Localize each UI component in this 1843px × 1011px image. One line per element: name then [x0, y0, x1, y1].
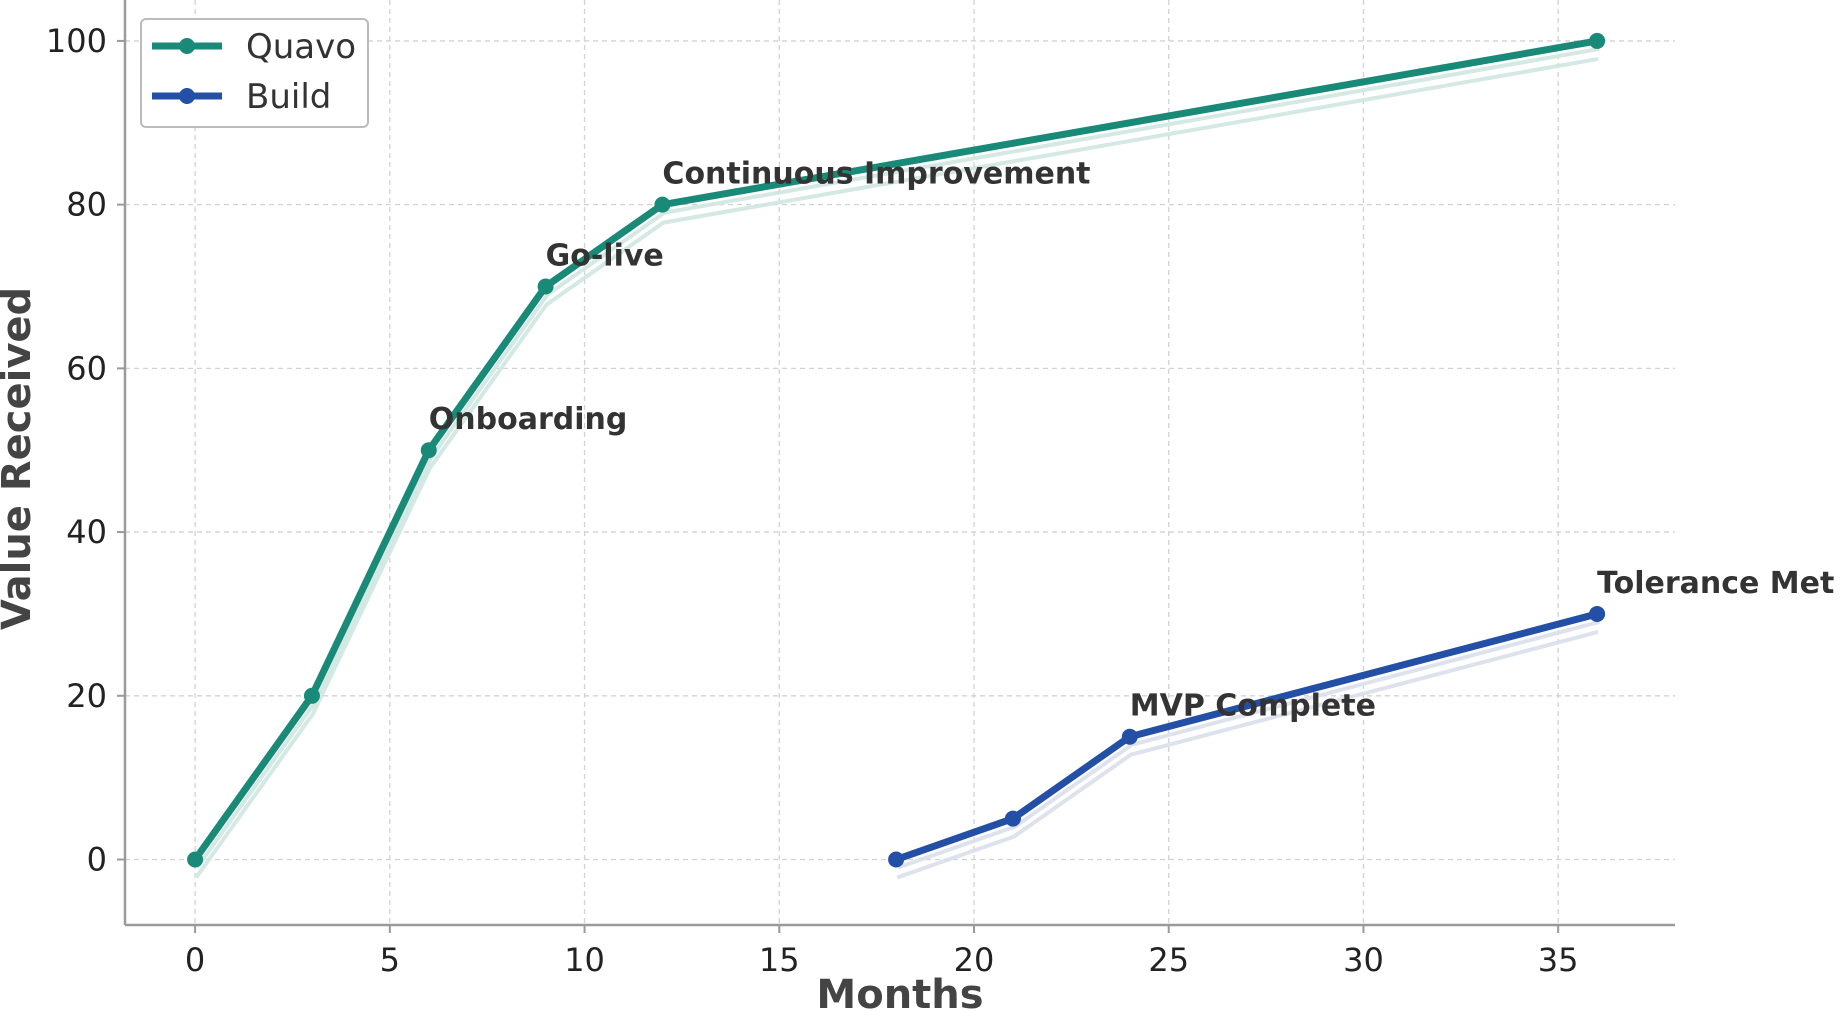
quavo-legend-label: Quavo — [246, 27, 356, 67]
quavo-data-point — [303, 687, 320, 704]
build-data-point — [1121, 728, 1138, 745]
build-shadow-line-1 — [897, 620, 1600, 870]
quavo-data-point — [654, 196, 671, 213]
x-tick-label: 5 — [380, 941, 400, 979]
quavo-data-point — [1589, 32, 1606, 49]
quavo-legend-marker — [179, 38, 195, 54]
build-shadow-line-2 — [896, 630, 1599, 880]
annotation-label: Go-live — [546, 239, 664, 274]
y-tick-label: 100 — [46, 22, 107, 60]
axes — [123, 0, 1675, 927]
y-tick-label: 80 — [66, 186, 107, 224]
quavo-data-point — [420, 442, 437, 459]
build-data-point — [1589, 605, 1606, 622]
legend: Quavo Build — [140, 18, 369, 128]
build-legend-label: Build — [246, 77, 331, 117]
annotation-label: Onboarding — [429, 402, 628, 437]
x-axis-ticks: 0 5 10 15 20 25 30 35 — [185, 925, 1579, 979]
annotation-label: Tolerance Met — [1597, 566, 1834, 601]
annotations: Onboarding Go-live Continuous Improvement M… — [429, 157, 1835, 724]
y-tick-label: 60 — [66, 349, 107, 387]
x-axis-title: Months — [816, 972, 983, 1011]
x-tick-label: 15 — [759, 941, 800, 979]
x-tick-label: 0 — [185, 941, 205, 979]
x-tick-label: 35 — [1538, 941, 1579, 979]
y-axis-ticks: 0 20 40 60 80 100 — [46, 22, 125, 879]
annotation-label: MVP Complete — [1130, 689, 1376, 724]
y-tick-label: 40 — [66, 513, 107, 551]
build-data-point — [888, 851, 905, 868]
build-data-point — [1004, 810, 1021, 827]
y-tick-label: 20 — [66, 677, 107, 715]
x-tick-label: 10 — [564, 941, 605, 979]
x-tick-label: 25 — [1148, 941, 1189, 979]
quavo-shadow-line-1 — [195, 46, 1600, 869]
quavo-data-point — [537, 278, 554, 295]
build-legend-marker — [179, 88, 195, 104]
quavo-series-line — [191, 37, 1601, 864]
series-lines — [187, 32, 1606, 880]
y-axis-title: Value Received — [0, 287, 40, 630]
annotation-label: Continuous Improvement — [662, 157, 1090, 192]
quavo-data-point — [187, 851, 204, 868]
grid-lines — [125, 0, 1675, 925]
quavo-shadow-line-2 — [194, 56, 1599, 879]
y-tick-label: 0 — [87, 841, 107, 879]
build-series-line — [892, 610, 1601, 864]
x-tick-label: 20 — [954, 941, 995, 979]
x-tick-label: 30 — [1343, 941, 1384, 979]
